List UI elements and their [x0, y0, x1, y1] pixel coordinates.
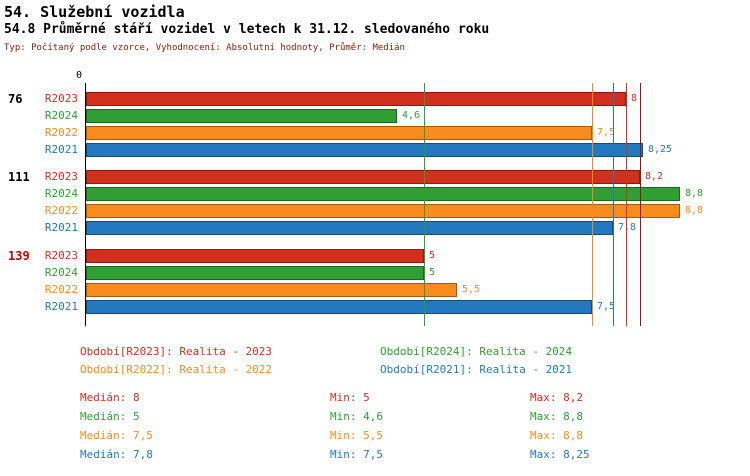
report-title: 54. Služební vozidla: [4, 3, 185, 21]
bar-139-R2021: [86, 300, 592, 314]
series-label: R2021: [44, 300, 78, 313]
legend-item: Období[R2021]: Realita - 2021: [380, 363, 573, 376]
bar-76-R2022: [86, 126, 592, 140]
bar-value-label: 8,8: [685, 188, 704, 199]
series-label: R2021: [44, 221, 78, 234]
bar-111-R2024: [86, 187, 680, 201]
marker-line-median-R2024: [424, 83, 425, 326]
stat-max-R2022: Max: 8,8: [530, 429, 583, 442]
series-label: R2021: [44, 143, 78, 156]
report-meta: Typ: Počítaný podle vzorce, Vyhodnocení:…: [4, 43, 405, 53]
bar-value-label: 8: [631, 93, 638, 104]
bar-111-R2022: [86, 204, 680, 218]
bar-139-R2024: [86, 266, 424, 280]
series-label: R2022: [44, 126, 78, 139]
series-label: R2024: [44, 109, 78, 122]
bar-139-R2022: [86, 283, 457, 297]
bar-value-label: 7,8: [618, 222, 637, 233]
report-subtitle: 54.8 Průměrné stáří vozidel v letech k 3…: [4, 22, 490, 37]
stat-median-R2022: Medián: 7,5: [80, 429, 153, 442]
bar-value-label: 7,5: [597, 301, 616, 312]
series-label: R2023: [44, 249, 78, 262]
legend-item: Období[R2023]: Realita - 2023: [80, 345, 273, 358]
bar-111-R2023: [86, 170, 640, 184]
bar-value-label: 5: [429, 267, 436, 278]
bar-76-R2021: [86, 143, 643, 157]
stat-median-R2021: Medián: 7,8: [80, 448, 153, 461]
bar-value-label: 8,8: [685, 205, 704, 216]
stat-min-R2022: Min: 5,5: [330, 429, 383, 442]
bar-76-R2023: [86, 92, 626, 106]
bar-139-R2023: [86, 249, 424, 263]
stat-max-R2024: Max: 8,8: [530, 410, 583, 423]
y-axis-line: [85, 83, 86, 326]
marker-line-median-R2021: [613, 83, 614, 326]
stat-max-R2021: Max: 8,25: [530, 448, 590, 461]
stat-min-R2023: Min: 5: [330, 391, 370, 404]
stat-max-R2023: Max: 8,2: [530, 391, 583, 404]
series-label: R2022: [44, 283, 78, 296]
stat-min-R2021: Min: 7,5: [330, 448, 383, 461]
bar-value-label: 8,25: [648, 144, 673, 155]
bar-76-R2024: [86, 109, 397, 123]
series-label: R2023: [44, 92, 78, 105]
series-label: R2023: [44, 170, 78, 183]
legend-item: Období[R2024]: Realita - 2024: [380, 345, 573, 358]
marker-line-max-R2023: [640, 83, 641, 326]
marker-line-median-R2023: [626, 83, 627, 326]
bar-value-label: 5,5: [462, 284, 481, 295]
legend-item: Období[R2022]: Realita - 2022: [80, 363, 273, 376]
group-id-label: 111: [8, 170, 30, 184]
axis-origin-label: 0: [75, 70, 82, 81]
group-id-label: 76: [8, 92, 23, 106]
bar-value-label: 7,5: [597, 127, 616, 138]
bar-value-label: 5: [429, 250, 436, 261]
marker-line-median-R2022: [592, 83, 593, 326]
stat-min-R2024: Min: 4,6: [330, 410, 383, 423]
bar-value-label: 8,2: [645, 171, 664, 182]
stat-median-R2024: Medián: 5: [80, 410, 140, 423]
group-id-label: 139: [8, 249, 30, 263]
bar-value-label: 4,6: [402, 110, 421, 121]
stat-median-R2023: Medián: 8: [80, 391, 140, 404]
series-label: R2024: [44, 266, 78, 279]
series-label: R2024: [44, 187, 78, 200]
series-label: R2022: [44, 204, 78, 217]
bar-111-R2021: [86, 221, 613, 235]
